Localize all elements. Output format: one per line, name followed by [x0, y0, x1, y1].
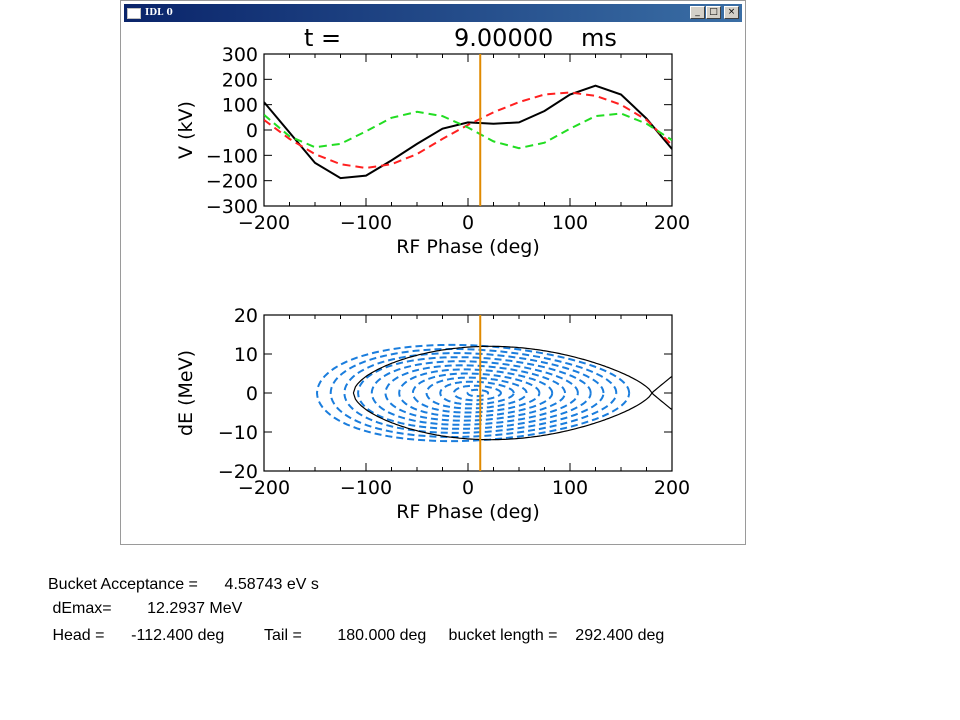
x-tick-label: −200	[238, 477, 290, 499]
maximize-button[interactable]: □	[706, 6, 721, 19]
time-unit: ms	[581, 24, 617, 52]
orbit-5	[398, 368, 554, 418]
voltage-chart: −200 −100 0 100 2003002001000−100−200−300RF …	[175, 44, 690, 258]
orbit-8	[357, 356, 592, 430]
app-icon	[127, 7, 141, 19]
x-tick-label: −100	[340, 477, 392, 499]
y-axis-label: V (kV)	[175, 101, 197, 159]
orbit-11	[315, 343, 631, 443]
x-axis-label: RF Phase (deg)	[396, 501, 540, 523]
window-title: IDL 0	[145, 8, 173, 18]
y-tick-label: 0	[246, 383, 258, 405]
orbit-10	[329, 348, 618, 438]
time-label: t =	[304, 24, 341, 52]
close-button[interactable]: ×	[724, 6, 739, 19]
demax: dEmax= 12.2937 MeV	[48, 600, 243, 617]
y-tick-label: 20	[234, 305, 258, 327]
y-tick-label: −100	[206, 145, 258, 167]
y-tick-label: −200	[206, 171, 258, 193]
window-controls: _ □ ×	[689, 6, 739, 19]
y-tick-label: 200	[222, 69, 258, 91]
head-tail-length: Head = -112.400 deg Tail = 180.000 deg b…	[48, 627, 665, 644]
orbit-2	[439, 380, 515, 406]
y-tick-label: −300	[206, 196, 258, 218]
plot-area: t = 9.00000 ms −200 −100 0 100 2003002001000…	[175, 24, 690, 523]
y-tick-label: 300	[222, 44, 258, 66]
series-line-1	[264, 91, 672, 170]
orbit-0	[466, 388, 490, 398]
y-tick-label: 10	[234, 344, 258, 366]
orbit-3	[425, 376, 528, 410]
time-header: t = 9.00000 ms	[304, 24, 617, 52]
x-tick-label: 100	[552, 477, 588, 499]
separatrix-upper	[352, 345, 672, 410]
orbit-6	[384, 364, 566, 422]
x-tick-label: 0	[462, 477, 474, 499]
y-axis-label: dE (MeV)	[175, 350, 197, 436]
y-tick-label: −10	[218, 422, 258, 444]
plot-frame	[263, 53, 673, 207]
idl-window: IDL 0 _ □ ×	[120, 0, 746, 545]
y-tick-label: 100	[222, 95, 258, 117]
y-tick-label: −20	[218, 461, 258, 483]
bucket-acceptance: Bucket Acceptance = 4.58743 eV s	[48, 576, 319, 593]
minimize-button[interactable]: _	[690, 6, 705, 19]
x-tick-label: −200	[238, 212, 290, 234]
separatrix-lower	[352, 376, 672, 441]
orbit-1	[452, 384, 502, 402]
time-value: 9.00000	[454, 24, 553, 52]
x-tick-label: 200	[654, 477, 690, 499]
x-tick-label: −100	[340, 212, 392, 234]
x-tick-label: 0	[462, 212, 474, 234]
x-axis-label: RF Phase (deg)	[396, 236, 540, 258]
x-tick-label: 200	[654, 212, 690, 234]
title-bar[interactable]: IDL 0 _ □ ×	[124, 4, 742, 22]
orbit-4	[411, 372, 541, 414]
x-tick-label: 100	[552, 212, 588, 234]
y-tick-label: 0	[246, 120, 258, 142]
orbit-7	[370, 360, 579, 426]
series-line-0	[264, 84, 672, 180]
series-line-2	[264, 110, 672, 150]
